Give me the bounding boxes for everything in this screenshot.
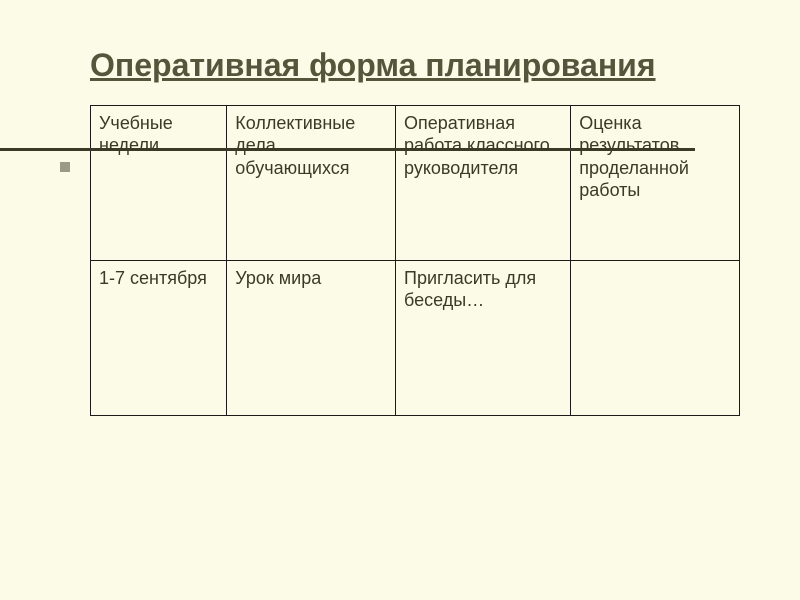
table-header-cell: Коллективные дела обучающихся — [227, 105, 396, 260]
table-cell: 1-7 сентября — [91, 260, 227, 415]
table-row: 1-7 сентября Урок мира Пригласить для бе… — [91, 260, 740, 415]
planning-table: Учебные недели Коллективные дела обучающ… — [90, 105, 740, 416]
planning-table-container: Учебные недели Коллективные дела обучающ… — [90, 105, 740, 416]
table-cell: Урок мира — [227, 260, 396, 415]
table-header-cell: Оценка результатов проделанной работы — [571, 105, 740, 260]
table-cell: Пригласить для беседы… — [396, 260, 571, 415]
table-header-cell: Оперативная работа классного руководител… — [396, 105, 571, 260]
table-header-cell: Учебные недели — [91, 105, 227, 260]
table-header-row: Учебные недели Коллективные дела обучающ… — [91, 105, 740, 260]
title-divider — [0, 148, 695, 151]
bullet-marker — [60, 162, 70, 172]
table-cell — [571, 260, 740, 415]
slide-title: Оперативная форма планирования — [90, 45, 740, 87]
